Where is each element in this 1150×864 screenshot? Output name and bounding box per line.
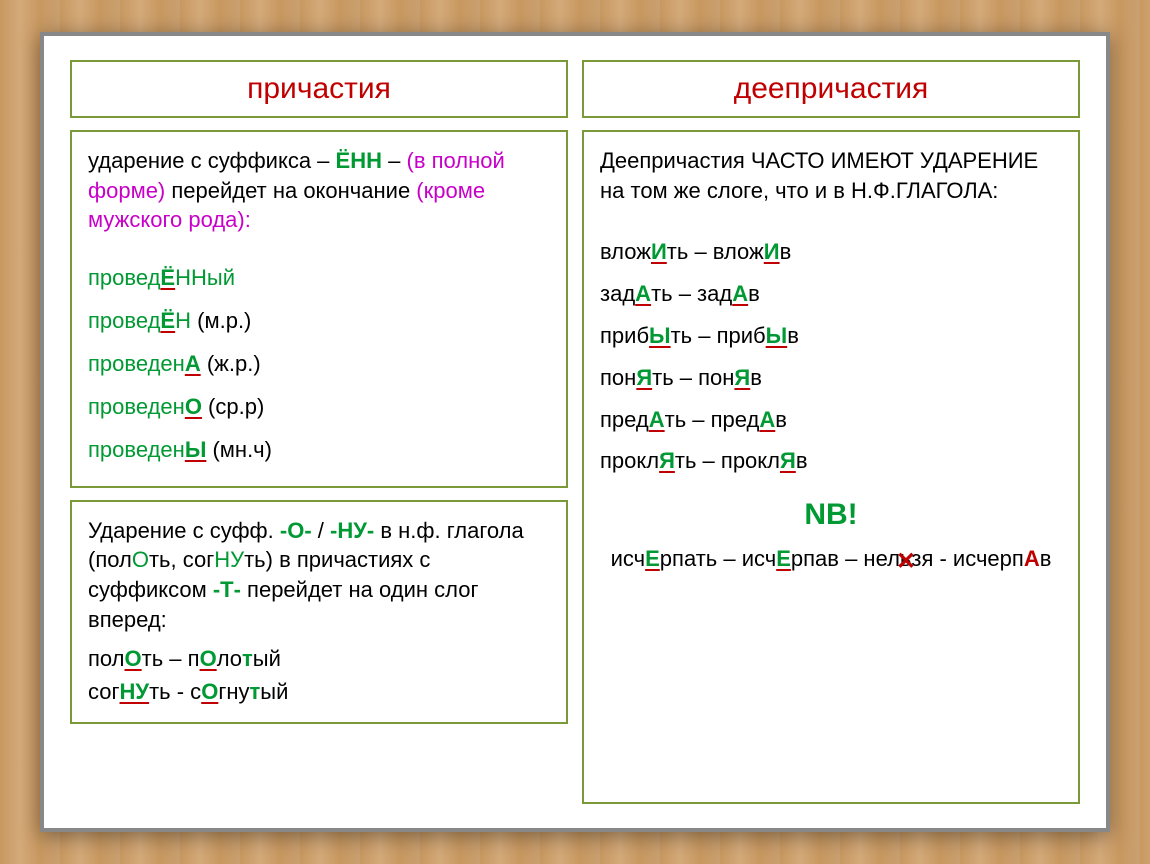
r1-after: – — [382, 148, 406, 173]
left-column: причастия ударение с суффикса – ЁНН – (в… — [70, 60, 568, 804]
right-content-box: Деепричастия ЧАСТО ИМЕЮТ УДАРЕНИЕ на том… — [582, 130, 1080, 804]
ex-t2: рпать – исч — [660, 546, 776, 571]
right-header: деепричастия — [734, 72, 929, 105]
left-rule1-box: ударение с суффикса – ЁНН – (в полной фо… — [70, 130, 568, 488]
example-line: проведЁННый — [88, 257, 550, 300]
pairs-list: вложИть – вложИвзадАть – задАвприбЫть – … — [600, 231, 1062, 482]
r2-s2: -НУ- — [330, 518, 374, 543]
pair-line: задАть – задАв — [600, 273, 1062, 315]
examples2: полОть – пОлотыйсогНУть - сОгнутый — [88, 642, 550, 708]
exception-text: исчЕрпать – исчЕрпав – нельзя - исчерпАв… — [600, 544, 1062, 575]
right-column: деепричастия Деепричастия ЧАСТО ИМЕЮТ УД… — [582, 60, 1080, 804]
r2-s3: -Т- — [213, 577, 241, 602]
right-rule: Деепричастия ЧАСТО ИМЕЮТ УДАРЕНИЕ на том… — [600, 146, 1062, 205]
pair-line: прибЫть – прибЫв — [600, 315, 1062, 357]
r2-g1: О — [132, 547, 149, 572]
left-header-box: причастия — [70, 60, 568, 118]
cross-icon: ✕ — [896, 545, 916, 579]
right-header-box: деепричастия — [582, 60, 1080, 118]
rule1-text: ударение с суффикса – ЁНН – (в полной фо… — [88, 146, 550, 235]
example2-line: полОть – пОлотый — [88, 642, 550, 675]
ex-s1: Е — [645, 546, 660, 571]
r2-s1: -О- — [280, 518, 312, 543]
example-line: проведенЫ (мн.ч) — [88, 429, 550, 472]
pair-line: проклЯть – проклЯв — [600, 440, 1062, 482]
r2-t4: ть, сог — [149, 547, 214, 572]
examples1: проведЁННыйпроведЁН (м.р.)проведенА (ж.р… — [88, 257, 550, 471]
pair-line: понЯть – понЯв — [600, 357, 1062, 399]
r1-p1: ударение с суффикса – — [88, 148, 336, 173]
example-line: проведенО (ср.р) — [88, 386, 550, 429]
nb-label: NB! — [600, 498, 1062, 532]
r2-g2: НУ — [214, 547, 244, 572]
r1-suffix: ЁНН — [336, 148, 383, 173]
r1-mid: перейдет на окончание — [165, 178, 416, 203]
rule2-text: Ударение с суфф. -О- / -НУ- в н.ф. глаго… — [88, 516, 550, 635]
example2-line: согНУть - сОгнутый — [88, 675, 550, 708]
ex-t1: исч — [611, 546, 646, 571]
left-header: причастия — [247, 72, 391, 105]
slide-card: причастия ударение с суффикса – ЁНН – (в… — [40, 32, 1110, 832]
r2-t1: Ударение с суфф. — [88, 518, 280, 543]
r2-t2: / — [312, 518, 330, 543]
example-line: проведЁН (м.р.) — [88, 300, 550, 343]
ex-s2: Е — [776, 546, 791, 571]
left-rule2-box: Ударение с суфф. -О- / -НУ- в н.ф. глаго… — [70, 500, 568, 725]
ex-s3: А — [1024, 546, 1040, 571]
pair-line: предАть – предАв — [600, 399, 1062, 441]
example-line: проведенА (ж.р.) — [88, 343, 550, 386]
ex-t4: в — [1040, 546, 1052, 571]
pair-line: вложИть – вложИв — [600, 231, 1062, 273]
